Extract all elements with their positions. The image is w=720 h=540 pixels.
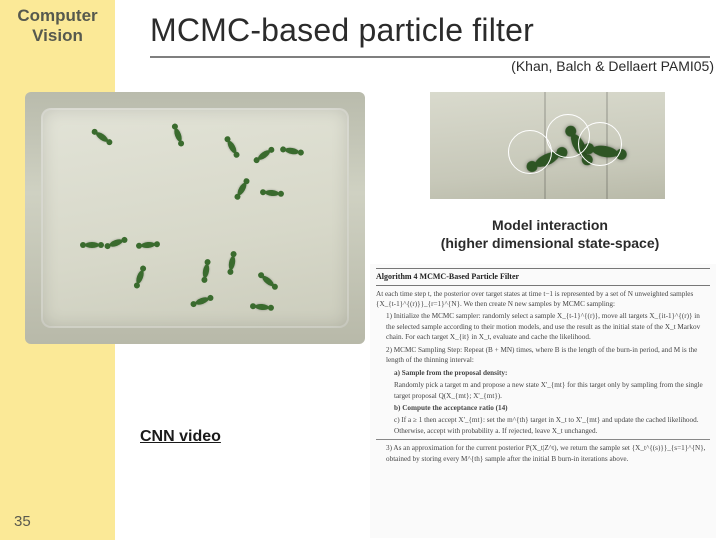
sidebar-label-line2: Vision <box>32 26 83 45</box>
algorithm-step2: 2) MCMC Sampling Step: Repeat (B + MN) t… <box>386 345 710 366</box>
ant-marker <box>257 149 272 162</box>
ant-marker <box>226 139 238 154</box>
figure-caption: Model interaction (higher dimensional st… <box>400 216 700 252</box>
ant-marker <box>261 274 276 288</box>
caption-line1: Model interaction <box>492 217 608 233</box>
algorithm-box: Algorithm 4 MCMC-Based Particle Filter A… <box>370 264 716 538</box>
algorithm-step2a-head: a) Sample from the proposal density: <box>394 369 507 377</box>
cnn-video-link[interactable]: CNN video <box>140 428 221 446</box>
ant-marker <box>108 238 123 248</box>
ant-marker <box>194 296 209 306</box>
ant-marker <box>228 256 236 271</box>
ant-marker <box>141 241 155 248</box>
ant-marker <box>173 127 183 142</box>
tracking-circle <box>578 122 622 166</box>
ant-marker <box>285 147 300 155</box>
sidebar-label-line1: Computer <box>17 6 97 25</box>
algorithm-intro: At each time step t, the posterior over … <box>376 289 710 310</box>
ant-marker <box>202 264 210 279</box>
algorithm-step2a-body: Randomly pick a target m and propose a n… <box>394 380 710 401</box>
algorithm-step2c: c) If a ≥ 1 then accept X'_{mt}: set the… <box>394 415 710 436</box>
figure-right-zoom <box>430 92 665 199</box>
page-number: 35 <box>14 513 31 530</box>
slide-title: MCMC-based particle filter <box>150 12 534 49</box>
tray-inner <box>41 108 349 328</box>
ant-marker <box>236 181 248 196</box>
figure-left-tray <box>25 92 365 344</box>
algorithm-divider <box>376 439 710 440</box>
ant-marker <box>265 189 279 196</box>
ant-marker <box>255 303 269 310</box>
ant-marker <box>85 242 99 248</box>
sidebar-label: Computer Vision <box>0 6 115 45</box>
zoom-bg <box>430 92 665 199</box>
algorithm-step3: 3) As an approximation for the current p… <box>386 443 710 464</box>
algorithm-title: Algorithm 4 MCMC-Based Particle Filter <box>376 272 519 281</box>
caption-line2: (higher dimensional state-space) <box>441 235 660 251</box>
algorithm-step2b-head: b) Compute the acceptance ratio (14) <box>394 404 508 412</box>
tray-bg <box>25 92 365 344</box>
ant-marker <box>95 131 110 144</box>
citation: (Khan, Balch & Dellaert PAMI05) <box>511 58 714 74</box>
ant-marker <box>135 269 145 284</box>
algorithm-step1: 1) Initialize the MCMC sampler: randomly… <box>386 311 710 342</box>
